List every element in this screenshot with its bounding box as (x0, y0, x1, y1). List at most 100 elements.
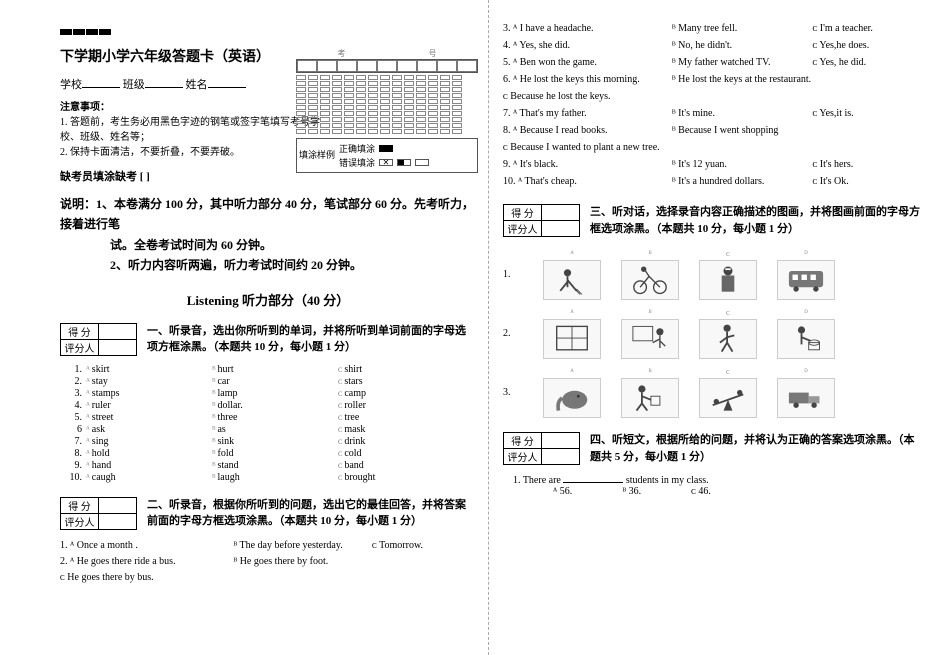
bubble[interactable] (368, 117, 378, 122)
bubble[interactable] (440, 99, 450, 104)
bubble[interactable] (392, 81, 402, 86)
bubble[interactable] (404, 87, 414, 92)
bubble[interactable] (452, 123, 462, 128)
bubble[interactable] (296, 87, 306, 92)
opt[interactable]: ᴄ Tomorrow. (372, 538, 476, 554)
opt-a[interactable]: ᴬ caugh (86, 472, 212, 483)
opt[interactable]: 2. ᴬ He goes there ride a bus. (60, 554, 233, 570)
bubble[interactable] (416, 117, 426, 122)
grader-value[interactable] (99, 339, 137, 355)
picture-option[interactable]: ᴰ (777, 249, 835, 300)
bubble[interactable] (392, 123, 402, 128)
bubble[interactable] (344, 117, 354, 122)
opt[interactable]: 4. ᴬ Yes, she did. (503, 37, 672, 54)
bubble[interactable] (380, 105, 390, 110)
opt[interactable]: 9. ᴬ It's black. (503, 156, 672, 173)
bubble[interactable] (440, 81, 450, 86)
opt-b[interactable]: ᴮ lamp (212, 388, 338, 399)
bubble[interactable] (308, 75, 318, 80)
bubble[interactable] (404, 93, 414, 98)
bubble[interactable] (428, 81, 438, 86)
bubble[interactable] (308, 99, 318, 104)
opt[interactable]: 6. ᴬ He lost the keys this morning. (503, 71, 672, 88)
bubble[interactable] (392, 117, 402, 122)
bubble[interactable] (296, 105, 306, 110)
picture-option[interactable]: ᴮ (621, 367, 679, 418)
opt-b[interactable]: ᴮ dollar. (212, 400, 338, 411)
opt-a[interactable]: ᴬ hand (86, 460, 212, 471)
bubble[interactable] (416, 129, 426, 134)
bubble[interactable] (440, 75, 450, 80)
bubble[interactable] (452, 129, 462, 134)
bubble[interactable] (332, 87, 342, 92)
bubble[interactable] (368, 129, 378, 134)
bubble[interactable] (380, 81, 390, 86)
bubble[interactable] (416, 93, 426, 98)
bubble[interactable] (404, 75, 414, 80)
bubble[interactable] (428, 129, 438, 134)
bubble[interactable] (452, 93, 462, 98)
bubble[interactable] (380, 75, 390, 80)
bubble[interactable] (404, 99, 414, 104)
bubble[interactable] (452, 75, 462, 80)
bubble[interactable] (320, 123, 330, 128)
opt-b[interactable]: ᴮ hurt (212, 364, 338, 375)
opt-c[interactable]: ᴄ drink (338, 436, 464, 447)
opt[interactable]: ᴮ The day before yesterday. (233, 538, 372, 554)
score-value[interactable] (542, 433, 580, 449)
bubble[interactable] (332, 93, 342, 98)
opt[interactable]: ᴮ Many tree fell. (672, 20, 813, 37)
opt-b[interactable]: ᴮ car (212, 376, 338, 387)
bubble[interactable] (332, 75, 342, 80)
bubble[interactable] (356, 111, 366, 116)
picture-option[interactable]: ᴬ (543, 308, 601, 359)
bubble[interactable] (296, 117, 306, 122)
opt[interactable] (233, 570, 372, 586)
opt[interactable]: ᴮ My father watched TV. (672, 54, 813, 71)
bubble[interactable] (392, 87, 402, 92)
opt[interactable]: ᴮ No, he didn't. (672, 37, 813, 54)
opt[interactable]: ᴄ Yes, he did. (812, 54, 925, 71)
opt-b[interactable]: ᴮ three (212, 412, 338, 423)
bubble[interactable] (320, 87, 330, 92)
opt-a[interactable]: ᴬ stamps (86, 388, 212, 399)
bubble[interactable] (392, 111, 402, 116)
bubble[interactable] (308, 117, 318, 122)
bubble[interactable] (308, 123, 318, 128)
picture-option[interactable]: ᴄ (699, 308, 757, 359)
bubble[interactable] (452, 87, 462, 92)
bubble[interactable] (356, 99, 366, 104)
opt-c[interactable]: ᴄ mask (338, 424, 464, 435)
opt[interactable]: 7. ᴬ That's my father. (503, 105, 672, 122)
opt-b[interactable]: ᴮ stand (212, 460, 338, 471)
picture-option[interactable]: ᴮ (621, 308, 679, 359)
bubble[interactable] (356, 123, 366, 128)
opt-a[interactable]: ᴬ sing (86, 436, 212, 447)
picture-option[interactable]: ᴬ (543, 249, 601, 300)
opt[interactable] (372, 554, 476, 570)
bubble[interactable] (452, 105, 462, 110)
opt-c[interactable]: ᴄ shirt (338, 364, 464, 375)
opt[interactable]: ᴄ It's Ok. (812, 173, 925, 190)
opt-c[interactable]: ᴄ camp (338, 388, 464, 399)
bubble[interactable] (356, 129, 366, 134)
bubble[interactable] (368, 99, 378, 104)
bubble[interactable] (380, 99, 390, 104)
bubble[interactable] (344, 81, 354, 86)
bubble[interactable] (380, 111, 390, 116)
s4-blank[interactable] (563, 482, 623, 483)
bubble[interactable] (332, 129, 342, 134)
bubble[interactable] (404, 111, 414, 116)
opt[interactable]: ᴮ It's a hundred dollars. (672, 173, 813, 190)
bubble[interactable] (440, 93, 450, 98)
opt[interactable] (672, 88, 813, 105)
bubble[interactable] (392, 75, 402, 80)
bubble[interactable] (368, 111, 378, 116)
bubble[interactable] (428, 111, 438, 116)
bubble[interactable] (452, 99, 462, 104)
opt[interactable]: ᴄ I'm a teacher. (812, 20, 925, 37)
bubble[interactable] (380, 87, 390, 92)
s4-opt-b[interactable]: ᴮ 36. (622, 486, 641, 497)
bubble[interactable] (320, 111, 330, 116)
opt-b[interactable]: ᴮ as (212, 424, 338, 435)
